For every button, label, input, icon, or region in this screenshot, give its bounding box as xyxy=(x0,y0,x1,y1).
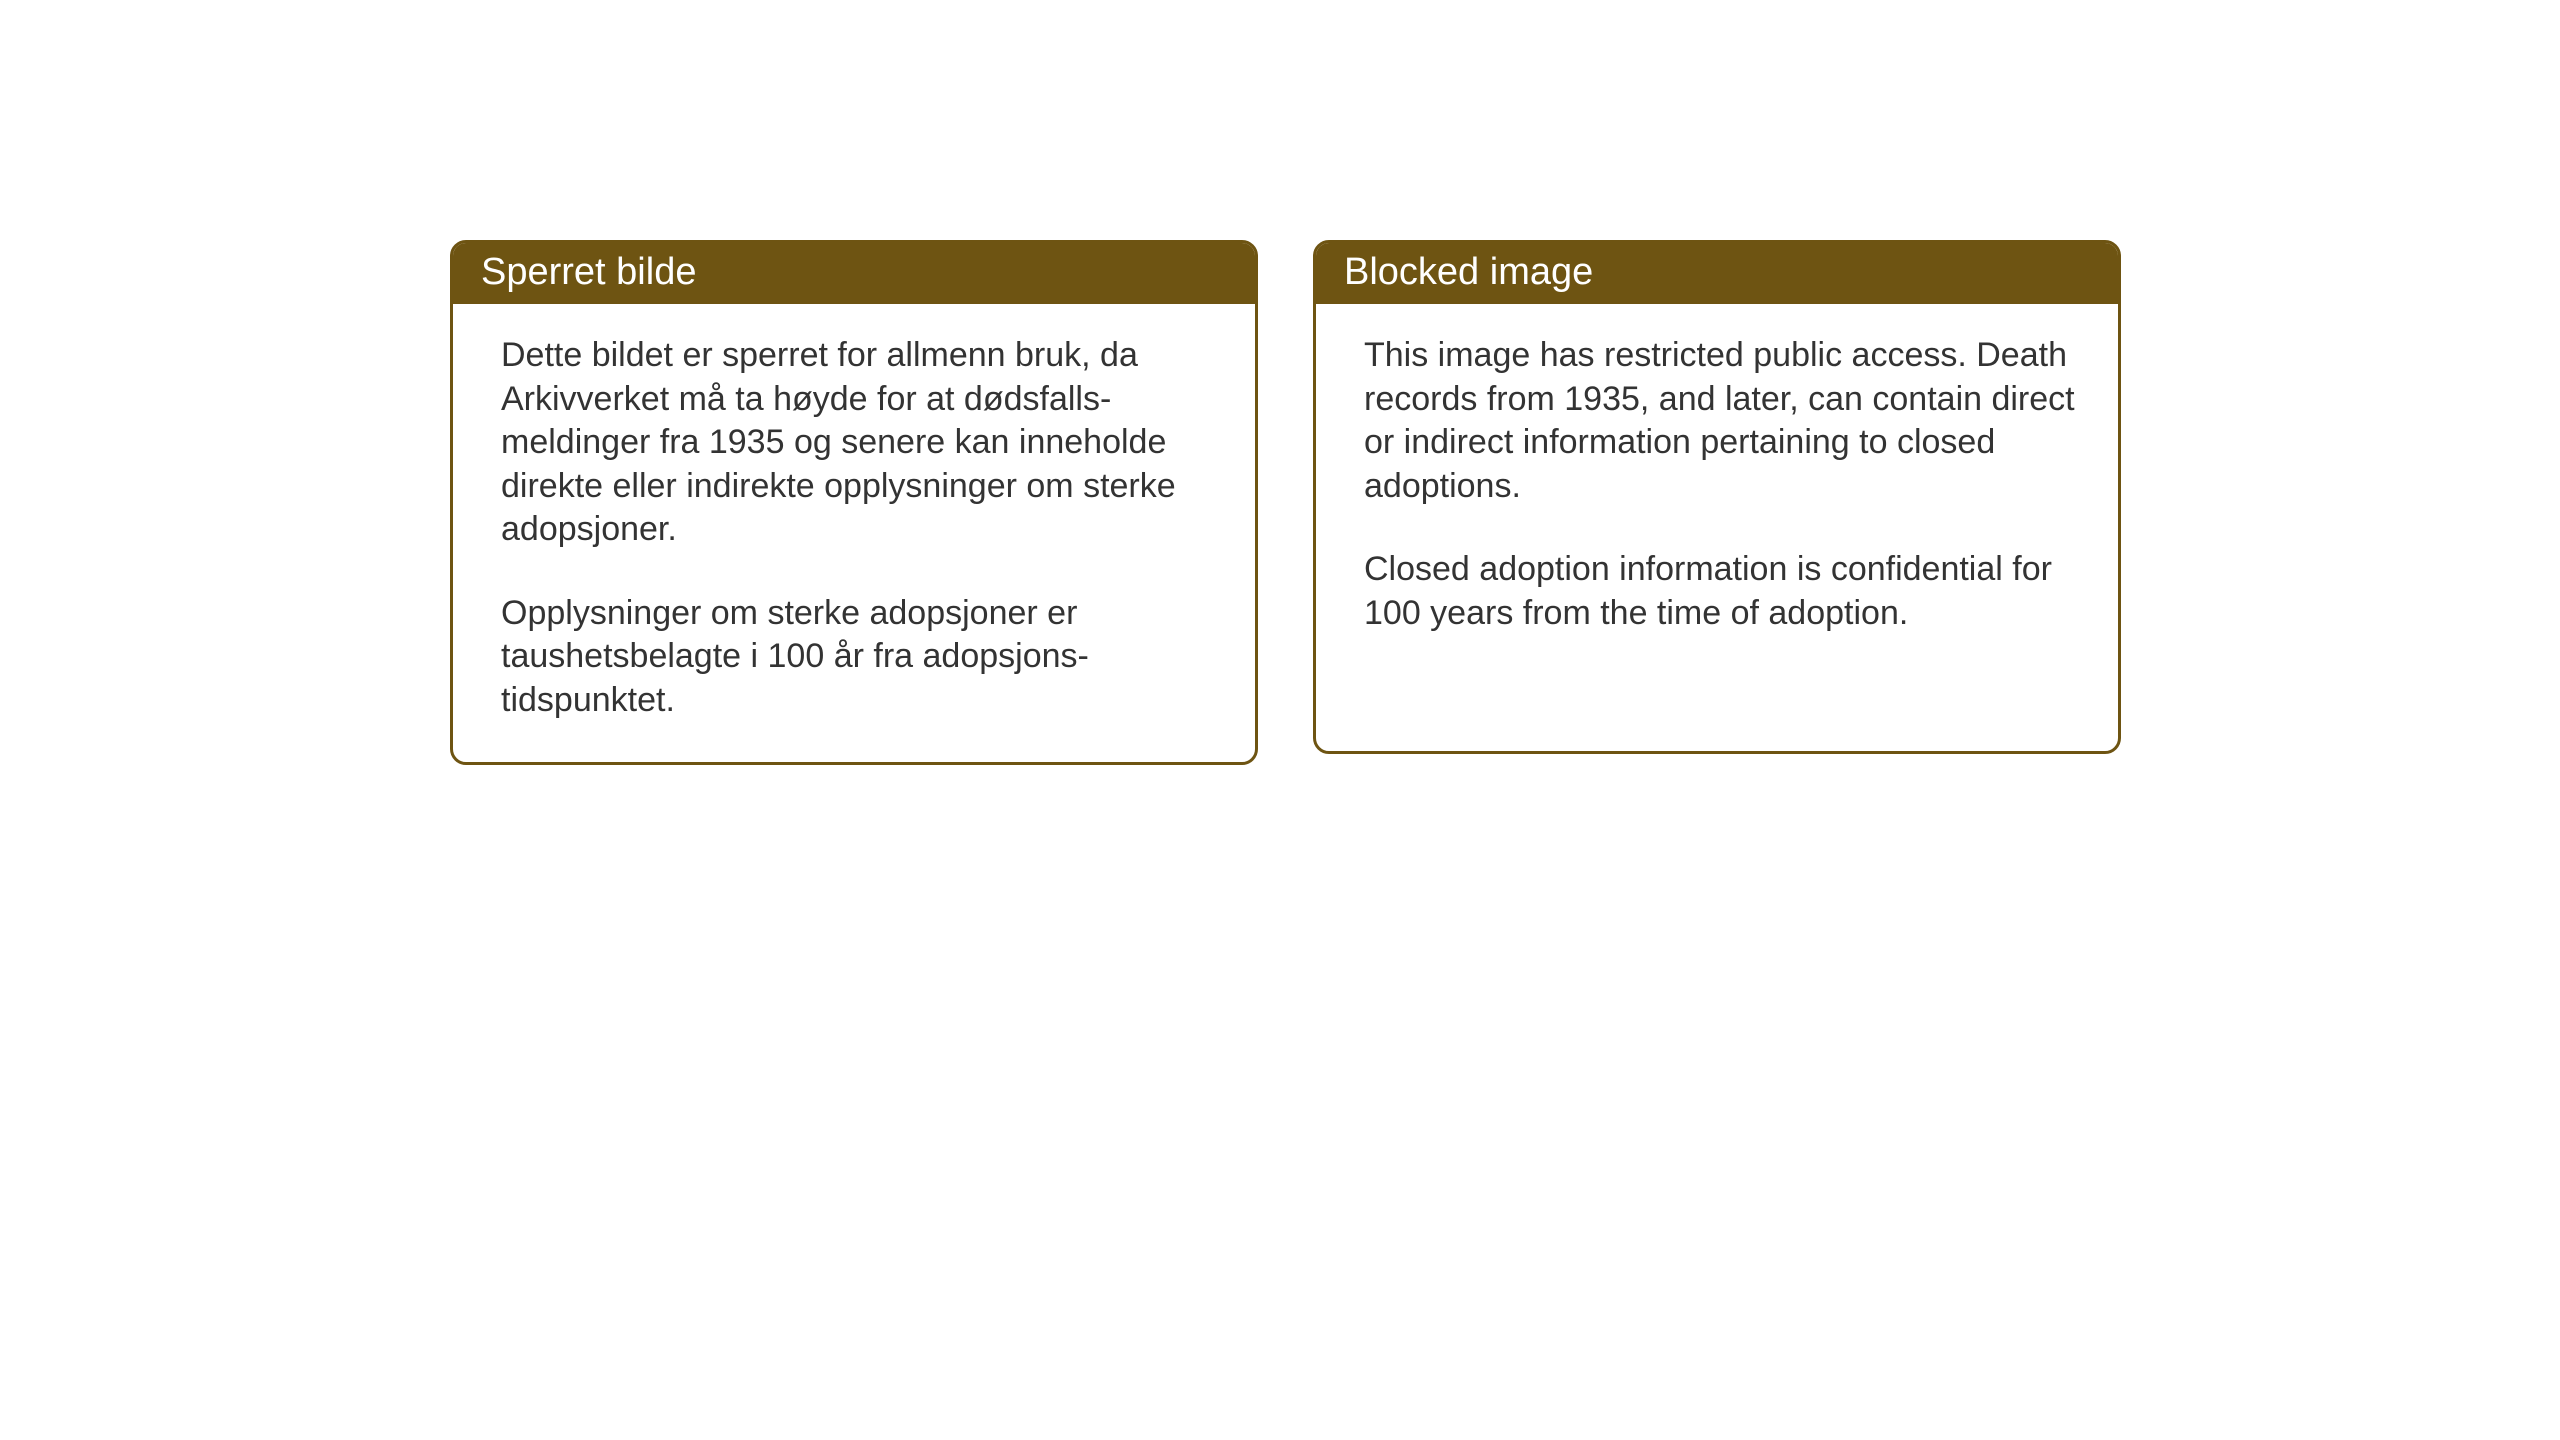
notice-body-norwegian: Dette bildet er sperret for allmenn bruk… xyxy=(453,304,1255,762)
notice-card-norwegian: Sperret bilde Dette bildet er sperret fo… xyxy=(450,240,1258,765)
notice-container: Sperret bilde Dette bildet er sperret fo… xyxy=(450,240,2121,765)
notice-card-english: Blocked image This image has restricted … xyxy=(1313,240,2121,754)
notice-header-norwegian: Sperret bilde xyxy=(453,243,1255,304)
notice-paragraph-2-norwegian: Opplysninger om sterke adopsjoner er tau… xyxy=(501,592,1215,723)
notice-paragraph-2-english: Closed adoption information is confident… xyxy=(1364,548,2078,635)
notice-header-english: Blocked image xyxy=(1316,243,2118,304)
notice-paragraph-1-english: This image has restricted public access.… xyxy=(1364,334,2078,508)
notice-body-english: This image has restricted public access.… xyxy=(1316,304,2118,675)
notice-paragraph-1-norwegian: Dette bildet er sperret for allmenn bruk… xyxy=(501,334,1215,552)
